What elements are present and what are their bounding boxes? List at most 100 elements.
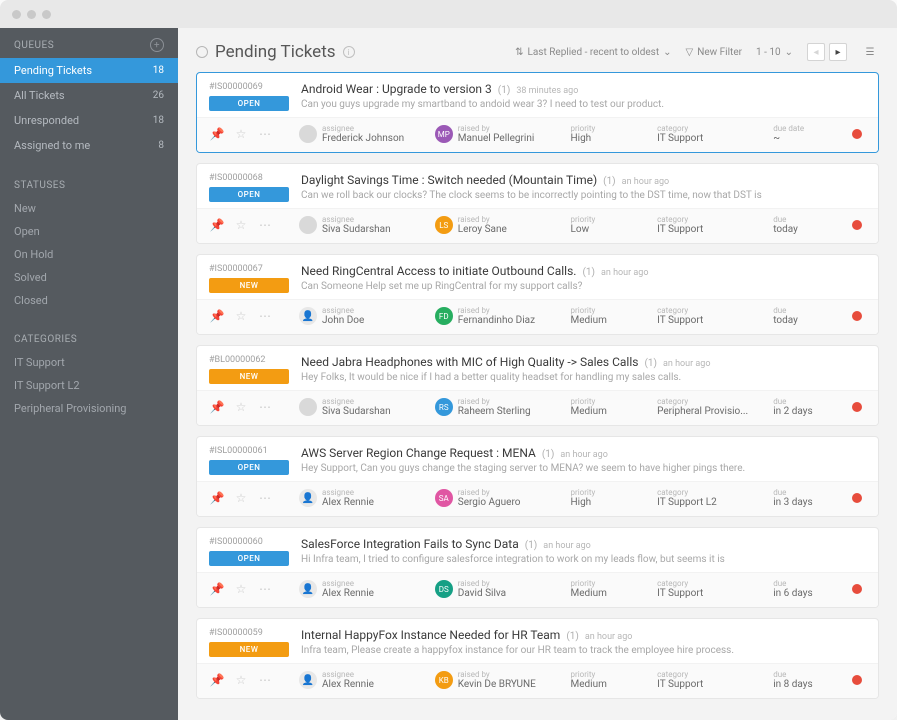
star-icon[interactable]: ☆ <box>233 126 249 142</box>
priority-value: Medium <box>571 588 607 599</box>
next-page-button[interactable]: ▸ <box>829 43 847 61</box>
pin-icon[interactable]: 📌 <box>209 672 225 688</box>
ticket-preview: Can we roll back our clocks? The clock s… <box>301 190 866 201</box>
category-value: Peripheral Provisio... <box>657 406 748 417</box>
reply-count: (1) <box>644 358 657 369</box>
filter-icon: ▽ <box>686 47 694 58</box>
pin-icon[interactable]: 📌 <box>209 308 225 324</box>
ticket-card[interactable]: #IS00000068 OPEN Daylight Savings Time :… <box>196 163 879 244</box>
ticket-card[interactable]: #IS00000067 NEW Need RingCentral Access … <box>196 254 879 335</box>
star-icon[interactable]: ☆ <box>233 581 249 597</box>
ticket-preview: Hey Support, Can you guys change the sta… <box>301 463 866 474</box>
sidebar-category-item[interactable]: IT Support <box>0 351 178 374</box>
ticket-id: #IS00000068 <box>209 173 289 183</box>
raised-by-name: Sergio Aguero <box>458 497 521 508</box>
add-queue-button[interactable]: + <box>150 38 164 52</box>
assignee-name: Alex Rennie <box>322 497 374 508</box>
assignee-name: Alex Rennie <box>322 679 374 690</box>
raised-by-avatar: LS <box>435 216 453 234</box>
star-icon[interactable]: ☆ <box>233 399 249 415</box>
reply-count: (1) <box>603 176 616 187</box>
status-badge: OPEN <box>209 551 289 566</box>
ticket-card[interactable]: #IS00000059 NEW Internal HappyFox Instan… <box>196 618 879 699</box>
more-icon[interactable]: ⋯ <box>257 308 273 324</box>
star-icon[interactable]: ☆ <box>233 672 249 688</box>
pin-icon[interactable]: 📌 <box>209 126 225 142</box>
ticket-time: an hour ago <box>543 541 591 551</box>
pin-icon[interactable]: 📌 <box>209 217 225 233</box>
pin-icon[interactable]: 📌 <box>209 490 225 506</box>
sidebar-category-item[interactable]: IT Support L2 <box>0 374 178 397</box>
raised-by-avatar: DS <box>435 580 453 598</box>
prev-page-button[interactable]: ◂ <box>807 43 825 61</box>
star-icon[interactable]: ☆ <box>233 308 249 324</box>
raised-by-name: David Silva <box>458 588 506 599</box>
sidebar-status-item[interactable]: Solved <box>0 266 178 289</box>
ticket-card[interactable]: #IS00000060 OPEN SalesForce Integration … <box>196 527 879 608</box>
view-options-button[interactable]: ☰ <box>861 43 879 61</box>
more-icon[interactable]: ⋯ <box>257 490 273 506</box>
assignee-avatar: 👤 <box>299 671 317 689</box>
traffic-light-max[interactable] <box>42 10 51 19</box>
sidebar-queue-item[interactable]: Assigned to me8 <box>0 133 178 158</box>
assignee-avatar: 👤 <box>299 580 317 598</box>
raised-by-name: Manuel Pellegrini <box>458 133 535 144</box>
more-icon[interactable]: ⋯ <box>257 672 273 688</box>
traffic-light-close[interactable] <box>12 10 21 19</box>
sidebar-status-item[interactable]: Open <box>0 220 178 243</box>
status-badge: NEW <box>209 369 289 384</box>
ticket-id: #BL00000062 <box>209 355 289 365</box>
ticket-card[interactable]: #ISL00000061 OPEN AWS Server Region Chan… <box>196 436 879 517</box>
pin-icon[interactable]: 📌 <box>209 581 225 597</box>
category-value: IT Support <box>657 224 703 235</box>
more-icon[interactable]: ⋯ <box>257 581 273 597</box>
sidebar-status-item[interactable]: New <box>0 197 178 220</box>
due-value: in 6 days <box>773 588 812 599</box>
status-badge: OPEN <box>209 187 289 202</box>
ticket-card[interactable]: #IS00000069 OPEN Android Wear : Upgrade … <box>196 72 879 153</box>
assignee-name: Siva Sudarshan <box>322 224 391 235</box>
chevron-down-icon: ⌄ <box>785 47 793 58</box>
info-icon[interactable]: i <box>343 46 355 58</box>
reply-count: (1) <box>582 267 595 278</box>
sidebar-status-item[interactable]: On Hold <box>0 243 178 266</box>
sidebar-queues-header: QUEUES + <box>0 28 178 58</box>
assignee-name: John Doe <box>322 315 364 326</box>
more-icon[interactable]: ⋯ <box>257 217 273 233</box>
priority-value: Low <box>571 224 596 235</box>
traffic-light-min[interactable] <box>27 10 36 19</box>
status-indicator-dot <box>852 220 862 230</box>
more-icon[interactable]: ⋯ <box>257 126 273 142</box>
ticket-subject: Need Jabra Headphones with MIC of High Q… <box>301 355 638 369</box>
filter-button[interactable]: ▽ New Filter <box>686 47 743 58</box>
sort-dropdown[interactable]: ⇅ Last Replied - recent to oldest ⌄ <box>515 47 671 58</box>
category-value: IT Support <box>657 315 703 326</box>
page-range-dropdown[interactable]: 1 - 10 ⌄ <box>756 47 793 58</box>
raised-by-avatar: SA <box>435 489 453 507</box>
sidebar-categories-header: CATEGORIES <box>0 324 178 351</box>
sidebar-queue-item[interactable]: All Tickets26 <box>0 83 178 108</box>
ticket-list: #IS00000069 OPEN Android Wear : Upgrade … <box>178 72 897 720</box>
raised-by-avatar: RS <box>435 398 453 416</box>
main-header: Pending Tickets i ⇅ Last Replied - recen… <box>178 28 897 72</box>
chevron-down-icon: ⌄ <box>663 47 671 58</box>
star-icon[interactable]: ☆ <box>233 490 249 506</box>
raised-by-name: Leroy Sane <box>458 224 507 235</box>
ticket-time: 38 minutes ago <box>516 86 578 96</box>
more-icon[interactable]: ⋯ <box>257 399 273 415</box>
ticket-time: an hour ago <box>585 632 633 642</box>
ticket-time: an hour ago <box>663 359 711 369</box>
sidebar-status-item[interactable]: Closed <box>0 289 178 312</box>
ticket-subject: Need RingCentral Access to initiate Outb… <box>301 264 576 278</box>
select-all-radio[interactable] <box>196 46 208 58</box>
ticket-id: #IS00000069 <box>209 82 289 92</box>
priority-value: High <box>571 497 596 508</box>
star-icon[interactable]: ☆ <box>233 217 249 233</box>
reply-count: (1) <box>542 449 555 460</box>
sidebar-queue-item[interactable]: Pending Tickets18 <box>0 58 178 83</box>
sidebar-category-item[interactable]: Peripheral Provisioning <box>0 397 178 420</box>
pin-icon[interactable]: 📌 <box>209 399 225 415</box>
sidebar: QUEUES + Pending Tickets18All Tickets26U… <box>0 28 178 720</box>
ticket-card[interactable]: #BL00000062 NEW Need Jabra Headphones wi… <box>196 345 879 426</box>
sidebar-queue-item[interactable]: Unresponded18 <box>0 108 178 133</box>
